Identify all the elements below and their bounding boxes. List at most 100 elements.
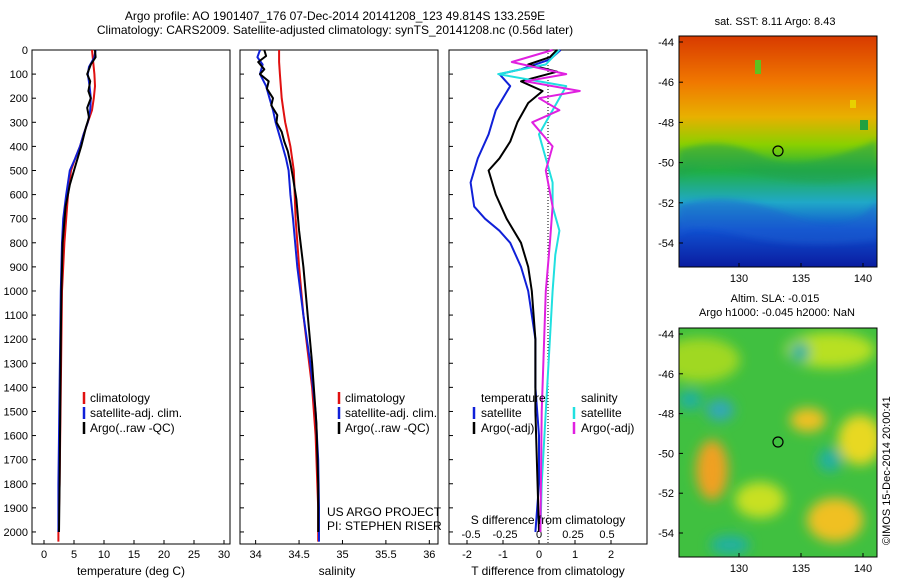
x-tick-label: 20 — [158, 549, 170, 561]
legend-climatology-label: climatology — [345, 391, 405, 405]
sla-map-title2: Argo h1000: -0.045 h2000: NaN — [699, 307, 855, 319]
map-y-tick-label: -50 — [658, 158, 674, 170]
s-tick-label: 0 — [536, 529, 542, 541]
map-y-tick-label: -52 — [658, 488, 674, 500]
map-y-tick-label: -46 — [658, 369, 674, 381]
depth-tick-label: 800 — [10, 238, 28, 250]
legend-climatology-label: climatology — [90, 391, 150, 405]
map-x-tick-label: 140 — [854, 273, 872, 285]
profile-line-salinity-argo-adj — [510, 49, 581, 533]
legend-temperature-title: temperature — [481, 391, 546, 405]
map-y-tick-label: -44 — [658, 329, 674, 341]
difference-legend: temperature satellite Argo(-adj) salinit… — [472, 391, 634, 435]
x-tick-label: 30 — [218, 549, 230, 561]
depth-tick-label: 1300 — [4, 358, 28, 370]
s-tick-label: 0.5 — [599, 529, 614, 541]
legend-salinity-title: salinity — [581, 391, 618, 405]
salinity-legend: climatology satellite-adj. clim. Argo(..… — [327, 391, 442, 533]
temperature-xlabel: temperature (deg C) — [77, 564, 185, 578]
depth-tick-label: 1800 — [4, 479, 28, 491]
x-tick-label: -1 — [498, 549, 508, 561]
legend-t-argo-label: Argo(-adj) — [481, 421, 534, 435]
map-y-tick-label: -52 — [658, 198, 674, 210]
depth-tick-label: 1100 — [4, 310, 28, 322]
profile-line-temperature-satellite — [469, 49, 562, 533]
salinity-panel-frame — [239, 49, 439, 545]
difference-xlabel: T difference from climatology — [471, 564, 625, 578]
map-y-tick-label: -48 — [658, 117, 674, 129]
x-tick-label: 25 — [188, 549, 200, 561]
x-tick-label: -2 — [462, 549, 472, 561]
depth-tick-label: 700 — [10, 214, 28, 226]
depth-tick-label: 0 — [22, 45, 28, 57]
depth-axis: 0 100 200 300 400 500 600 700 800 900 1000 1100 1200… — [4, 45, 453, 539]
map-y-tick-label: -54 — [658, 238, 674, 250]
legend-s-argo-label: Argo(-adj) — [581, 421, 634, 435]
map-y-tick-label: -46 — [658, 77, 674, 89]
sla-map-frame — [678, 327, 878, 558]
temperature-panel-frame — [31, 49, 231, 545]
legend-argo-label: Argo(..raw -QC) — [90, 421, 175, 435]
depth-tick-label: 900 — [10, 262, 28, 274]
x-tick-label: 10 — [98, 549, 110, 561]
map-x-tick-label: 135 — [792, 273, 810, 285]
sla-argo-location-marker — [772, 436, 784, 448]
map-y-tick-label: -54 — [658, 528, 674, 540]
project-credit: US ARGO PROJECT — [327, 505, 442, 519]
map-y-tick-label: -44 — [658, 37, 674, 49]
x-tick-label: 34 — [250, 549, 262, 561]
depth-tick-label: 400 — [10, 141, 28, 153]
salinity-xlabel: salinity — [319, 564, 356, 578]
depth-tick-label: 300 — [10, 117, 28, 129]
map-x-tick-label: 140 — [854, 563, 872, 575]
depth-tick-label: 1000 — [4, 286, 28, 298]
header-line1: Argo profile: AO 1901407_176 07-Dec-2014… — [125, 9, 545, 23]
pi-credit: PI: STEPHEN RISER — [327, 519, 442, 533]
imos-timestamp-label: ©IMOS 15-Dec-2014 20:00:41 — [881, 396, 893, 545]
depth-tick-label: 2000 — [4, 527, 28, 539]
profile-line-argo-raw-qc — [257, 49, 320, 532]
depth-tick-label: 1600 — [4, 431, 28, 443]
x-tick-label: 36 — [423, 549, 435, 561]
map-y-tick-label: -50 — [658, 448, 674, 460]
depth-tick-label: 200 — [10, 93, 28, 105]
s-tick-label: -0.25 — [492, 529, 517, 541]
s-tick-label: 0.25 — [562, 529, 583, 541]
salinity-x-axis: 34 34.5 35 35.5 36 — [250, 540, 435, 561]
sst-map — [679, 36, 877, 267]
sla-map-title1: Altim. SLA: -0.015 — [731, 293, 820, 305]
profile-line-climatology — [278, 50, 320, 542]
depth-tick-label: 500 — [10, 165, 28, 177]
s-difference-title: S difference from climatology — [471, 513, 626, 527]
x-tick-label: 35 — [336, 549, 348, 561]
sst-argo-location-marker — [772, 145, 784, 157]
x-tick-label: 35.5 — [375, 549, 396, 561]
profile-lines — [57, 49, 581, 542]
depth-tick-label: 1200 — [4, 334, 28, 346]
header-line2: Climatology: CARS2009. Satellite-adjuste… — [97, 23, 573, 37]
x-tick-label: 34.5 — [288, 549, 309, 561]
temperature-x-axis: 0 5 10 15 20 25 30 — [41, 540, 230, 561]
map-axes: -44 -46 -48 -50 -52 -54 130 135 140 -44 -46 -48 -50 -… — [658, 37, 872, 575]
legend-argo-label: Argo(..raw -QC) — [345, 421, 430, 435]
temperature-legend: climatology satellite-adj. clim. Argo(..… — [82, 391, 182, 435]
depth-tick-label: 100 — [10, 69, 28, 81]
profile-line-argo-raw-qc — [58, 49, 97, 533]
x-tick-label: 0 — [41, 549, 47, 561]
depth-tick-label: 1400 — [4, 382, 28, 394]
x-tick-label: 0 — [536, 549, 542, 561]
x-tick-label: 15 — [128, 549, 140, 561]
sst-map-title: sat. SST: 8.11 Argo: 8.43 — [715, 16, 836, 28]
profile-line-climatology — [57, 49, 96, 542]
depth-tick-label: 1700 — [4, 455, 28, 467]
map-y-tick-label: -48 — [658, 409, 674, 421]
salinity-difference-axis: -0.5 -0.25 0 0.25 0.5 — [462, 529, 615, 541]
map-x-tick-label: 130 — [730, 563, 748, 575]
x-tick-label: 2 — [608, 549, 614, 561]
legend-satellite-label: satellite-adj. clim. — [345, 406, 437, 420]
x-tick-label: 1 — [572, 549, 578, 561]
legend-satellite-label: satellite-adj. clim. — [90, 406, 182, 420]
depth-tick-label: 600 — [10, 190, 28, 202]
map-x-tick-label: 130 — [730, 273, 748, 285]
